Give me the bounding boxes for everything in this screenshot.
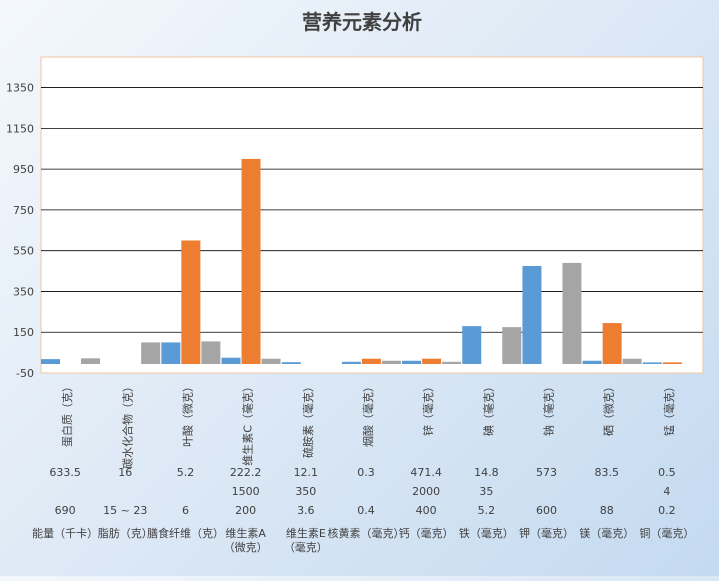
bottom-label: 铁（毫克） [459, 526, 514, 540]
table-cell: 471.4 [410, 466, 442, 479]
table-cell: 35 [479, 485, 493, 498]
bar-series1-3 [221, 357, 241, 364]
table-cell: 0.4 [357, 504, 375, 517]
bar-series1-8 [522, 265, 542, 364]
bar-series2-5 [361, 358, 381, 364]
table-cell: 633.5 [49, 466, 81, 479]
bar-series1-10 [642, 362, 662, 364]
x-category-label: 叶酸（微克） [180, 381, 194, 447]
table-cell: 222.2 [230, 466, 262, 479]
bar-series2-2 [181, 240, 201, 364]
bar-series3-8 [562, 262, 582, 364]
bar-series1-2 [161, 342, 181, 364]
table-cell: 83.5 [594, 466, 619, 479]
x-category-label: 烟酸（毫克） [361, 381, 375, 447]
bottom-label: 脂肪（克） [98, 526, 153, 540]
bottom-label: 维生素E （毫克） [284, 526, 328, 554]
y-tick-label: 550 [13, 245, 34, 258]
bottom-label: 维生素A （微克） [224, 526, 268, 554]
bar-series3-2 [201, 341, 221, 364]
x-category-label: 钠（毫克） [542, 381, 556, 436]
bar-series3-6 [442, 361, 462, 364]
x-category-label: 硫胺素（毫克） [301, 381, 315, 458]
table-cell: 600 [536, 504, 557, 517]
table-cell: 6 [182, 504, 189, 517]
x-axis-labels: 蛋白质（克） 碳水化合物（克） 叶酸（微克） 维生素C（毫克） 硫胺素（毫克） 烟酸（毫克… [60, 381, 676, 469]
y-tick-label: 1150 [6, 122, 34, 135]
bottom-label: 铜（毫克） [639, 526, 694, 540]
bar-series2-9 [602, 323, 622, 364]
bar-series3-7 [502, 327, 522, 364]
x-category-label: 碳水化合物（克） [120, 381, 134, 469]
bar-series1-7 [462, 326, 482, 364]
table-cell: 12.1 [294, 466, 319, 479]
data-table: 633.5 16 5.2 222.2 12.1 0.3 471.4 14.8 573 83.5 0.… [32, 466, 694, 554]
bottom-label: 钙（毫克） [399, 526, 454, 540]
table-cell: 14.8 [474, 466, 499, 479]
y-tick-label: 1350 [6, 82, 34, 95]
chart-title: 营养元素分析 [302, 10, 422, 34]
table-cell: 400 [416, 504, 437, 517]
bar-series3-3 [261, 358, 281, 364]
bar-series3-0 [81, 358, 100, 364]
y-tick-label: 150 [13, 326, 34, 339]
table-cell: 690 [55, 504, 76, 517]
bottom-label: 镁（毫克） [579, 526, 634, 540]
table-cell: 200 [235, 504, 256, 517]
table-cell: 4 [663, 485, 670, 498]
bottom-label: 膳食纤维（克） [147, 526, 224, 540]
bar-series2-6 [422, 358, 442, 364]
x-category-label: 锌（毫克） [421, 381, 435, 436]
bars [41, 158, 682, 364]
bar-series3-9 [622, 358, 642, 364]
bar-series2-10 [662, 362, 682, 364]
table-cell: 0.2 [658, 504, 676, 517]
bar-series1-6 [402, 360, 422, 364]
bar-series3-5 [381, 360, 401, 364]
bar-series1-5 [341, 361, 361, 364]
y-tick-label: -50 [16, 367, 34, 380]
table-cell: 3.6 [297, 504, 315, 517]
table-cell: 0.5 [658, 466, 676, 479]
table-cell: 0.3 [357, 466, 375, 479]
table-cell: 573 [536, 466, 557, 479]
bar-series1-0 [41, 359, 60, 364]
table-cell: 88 [600, 504, 614, 517]
y-tick-label: 750 [13, 204, 34, 217]
bottom-label: 钾（毫克） [519, 526, 574, 540]
table-cell: 5.2 [478, 504, 496, 517]
x-category-label: 蛋白质（克） [60, 381, 74, 447]
table-cell: 16 [118, 466, 132, 479]
y-axis-ticks: -50 150 350 550 750 950 1150 1350 [6, 82, 34, 380]
x-category-label: 碘（毫克） [481, 381, 495, 436]
x-category-label: 维生素C（毫克） [241, 381, 255, 466]
x-category-label: 锰（毫克） [662, 381, 676, 436]
bar-series2-3 [241, 158, 261, 364]
plot-area [40, 56, 704, 374]
table-cell: 5.2 [177, 466, 195, 479]
table-cell: 1500 [232, 485, 260, 498]
table-cell: 350 [295, 485, 316, 498]
x-category-label: 硒（微克） [602, 381, 616, 436]
bottom-label: 核黄素（毫克） [328, 526, 405, 540]
table-cell: 2000 [412, 485, 440, 498]
bar-series3-1 [141, 342, 161, 364]
bar-series1-4 [281, 362, 301, 364]
y-tick-label: 950 [13, 163, 34, 176]
y-tick-label: 350 [13, 285, 34, 298]
gridlines [41, 87, 703, 333]
bar-series1-9 [582, 360, 602, 364]
table-cell: 15 ~ 23 [103, 504, 147, 517]
bottom-label: 能量（千卡） [32, 526, 98, 540]
